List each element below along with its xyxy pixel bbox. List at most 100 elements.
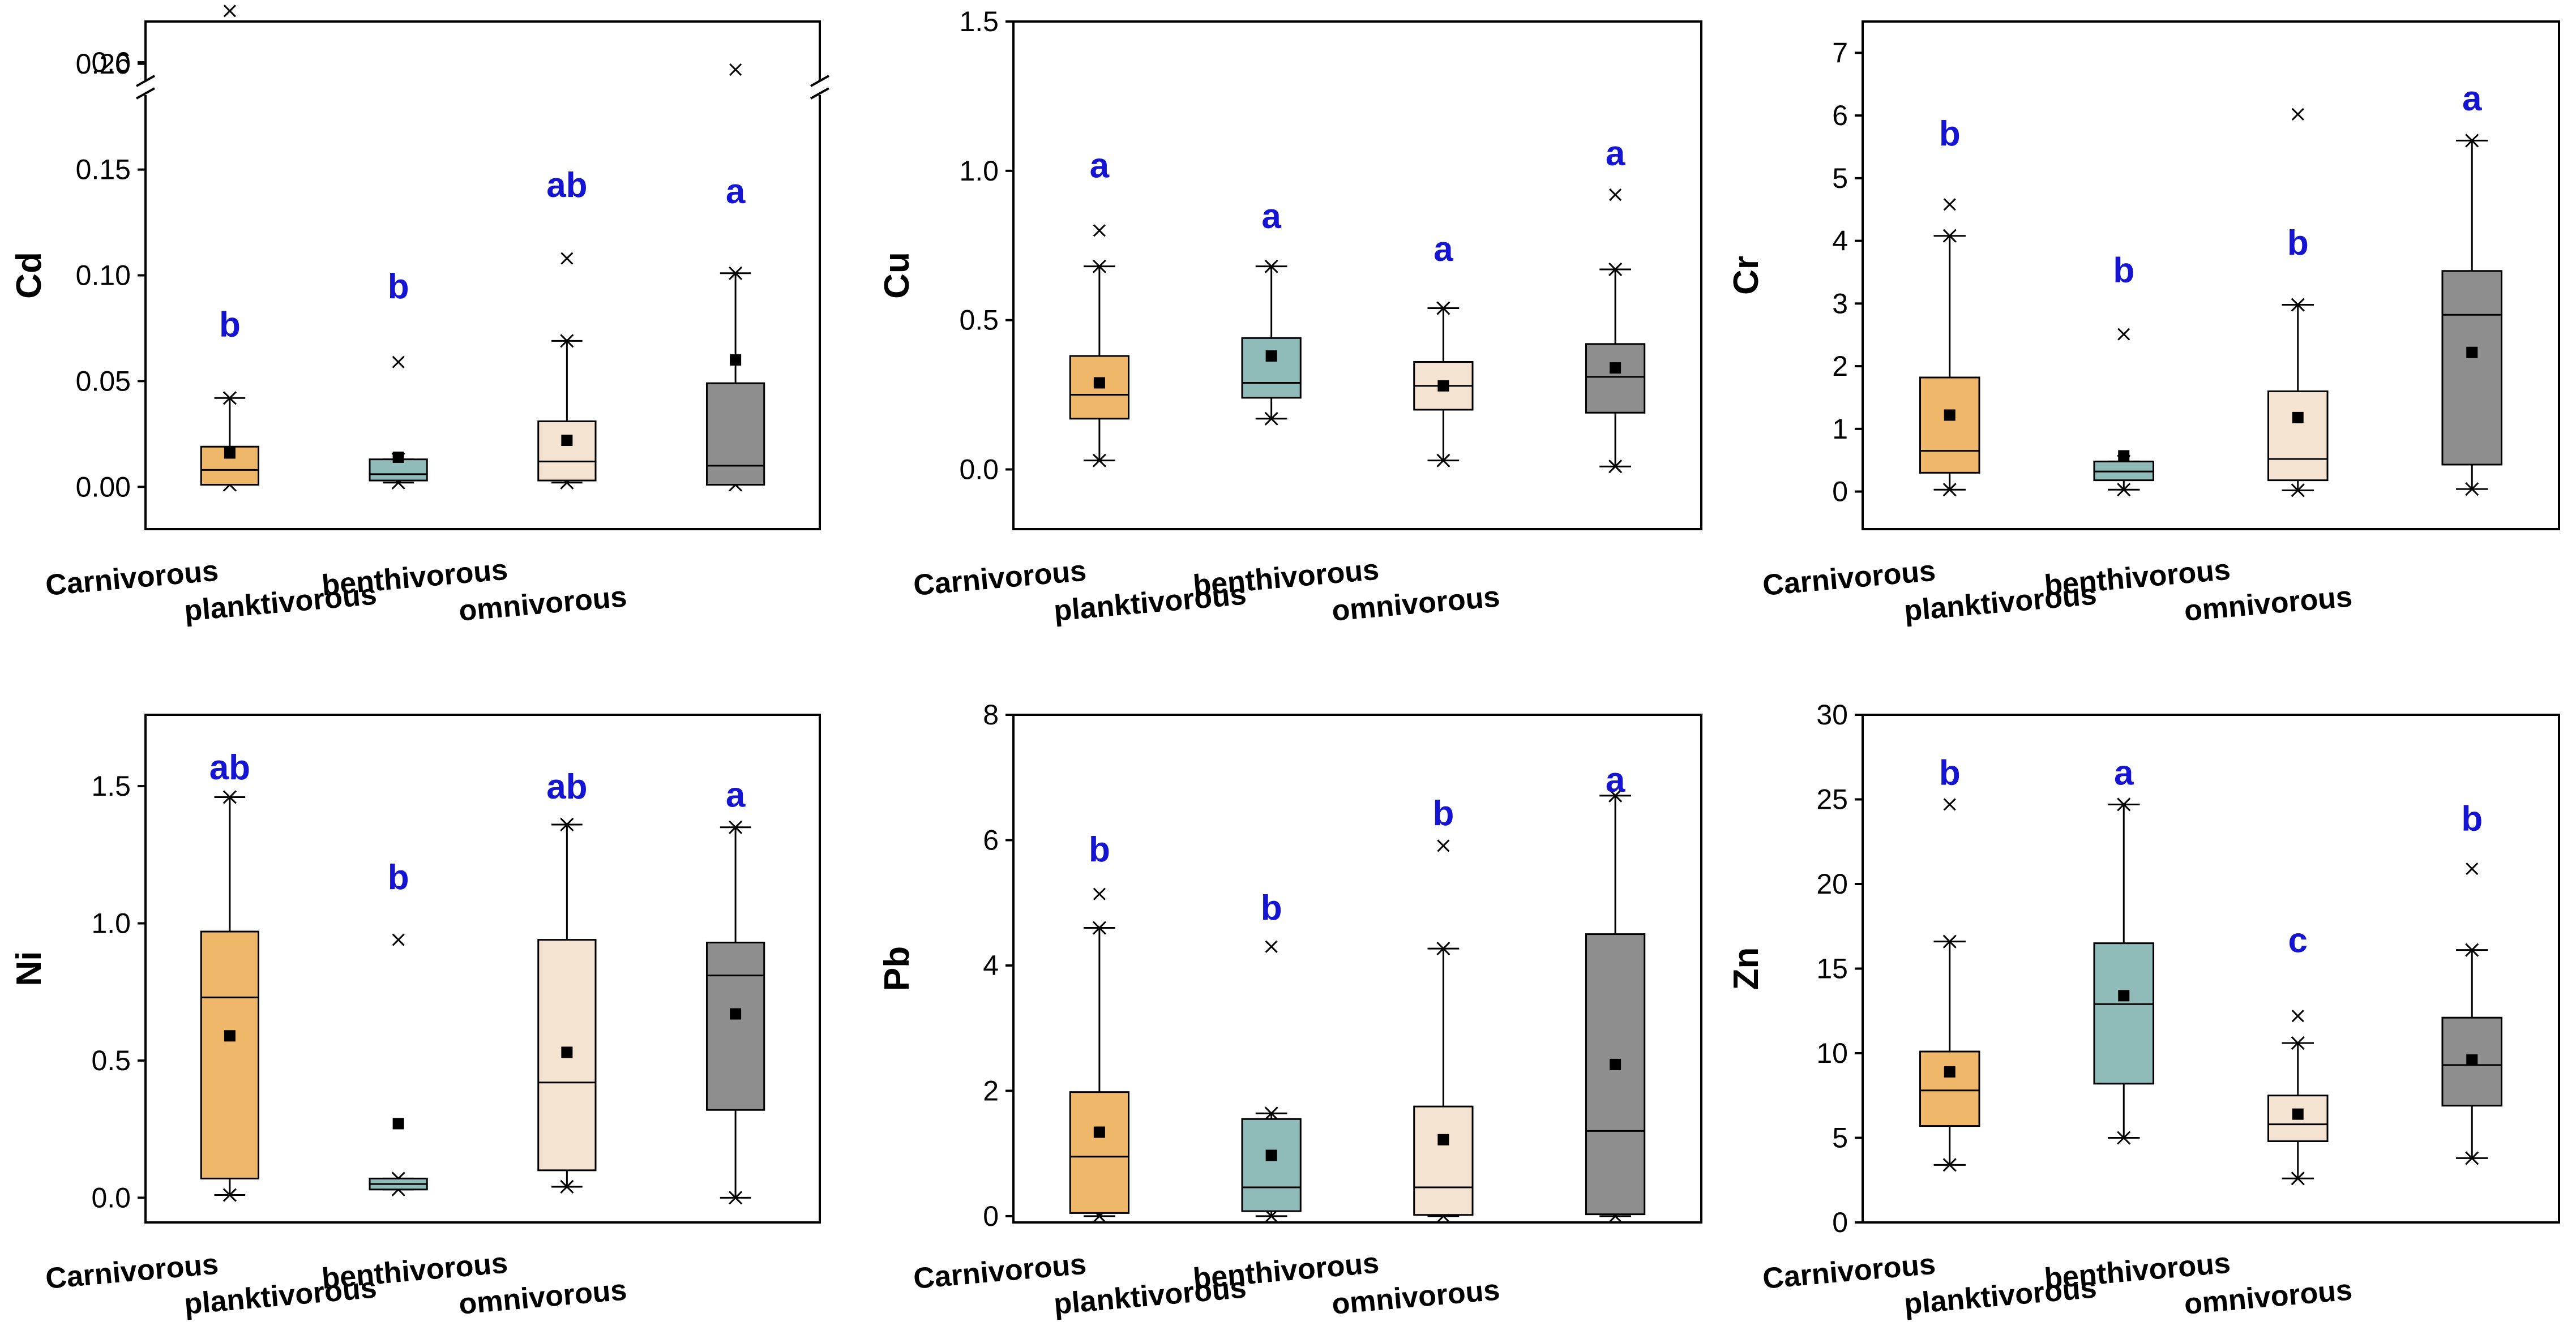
panel-cr: 01234567CrbbbaCarnivorousplanktivorousbe… (1727, 20, 2560, 628)
box-carnivorous: b (200, 5, 259, 492)
extreme-marker (2291, 298, 2305, 312)
mean-marker (730, 354, 742, 366)
iqr-box (2093, 942, 2155, 1085)
box-planktivorous: b (2093, 251, 2155, 497)
box-omnivorous: a (2441, 79, 2503, 496)
y-axis-label: Zn (1727, 947, 1766, 990)
mean-marker (561, 435, 573, 447)
extreme-marker (1608, 788, 1623, 803)
mean-marker (1944, 1066, 1955, 1078)
y-axis-label: Pb (878, 946, 917, 991)
y-tick-label: 0.10 (76, 260, 131, 291)
y-tick-label: 6 (1832, 100, 1848, 131)
y-tick-label: 0.15 (76, 154, 131, 186)
mean-marker (1093, 1126, 1105, 1138)
iqr-box (1585, 343, 1646, 414)
box-omnivorous: a (706, 776, 765, 1205)
extreme-marker (1942, 229, 1957, 243)
mean-marker (1265, 1149, 1277, 1161)
outlier-marker (392, 355, 405, 368)
box-benthivorous: b (2267, 108, 2329, 497)
iqr-box (1919, 1050, 1980, 1127)
box-planktivorous: b (1241, 889, 1302, 1223)
mean-marker (1265, 350, 1277, 362)
extreme-marker (2291, 1171, 2305, 1186)
mean-marker (2292, 1108, 2304, 1120)
iqr-box (1585, 933, 1646, 1216)
significance-letter: b (2287, 224, 2309, 263)
outlier-marker (1943, 798, 1956, 811)
y-tick-label: 0.0 (959, 453, 999, 485)
y-tick-label: 0.20 (76, 48, 131, 80)
iqr-box (1919, 376, 1980, 474)
extreme-marker (2117, 1131, 2131, 1145)
significance-letter: b (1089, 830, 1110, 869)
axis-break-mark (136, 87, 155, 100)
mean-marker (2118, 450, 2130, 462)
extreme-marker (2465, 482, 2479, 496)
mean-marker (1437, 380, 1449, 392)
mean-marker (2292, 411, 2304, 423)
mean-marker (392, 451, 404, 463)
outlier-marker (2117, 328, 2130, 341)
y-tick-label: 0.0 (91, 1182, 131, 1213)
iqr-box (1241, 1118, 1302, 1212)
y-tick-label: 1 (1832, 413, 1848, 445)
iqr-box (706, 941, 765, 1111)
y-tick-label: 1.5 (91, 770, 131, 802)
y-tick-label: 1.0 (959, 155, 999, 187)
significance-letter: b (1261, 889, 1282, 928)
extreme-marker (1264, 1209, 1278, 1223)
y-axis-label: Ni (10, 951, 49, 986)
significance-letter: b (1939, 114, 1961, 153)
y-axis-label: Cu (878, 252, 917, 299)
outlier-marker (2291, 1010, 2304, 1023)
outlier-marker (560, 252, 574, 265)
extreme-marker (1436, 942, 1450, 956)
plot-frame (1862, 714, 2560, 1224)
y-tick-label: 0.6 (91, 46, 131, 78)
extreme-marker (222, 1188, 237, 1202)
significance-letter: a (726, 776, 746, 815)
significance-letter: a (1606, 761, 1625, 800)
significance-letter: ab (546, 166, 587, 205)
y-tick-label: 3 (1832, 287, 1848, 319)
mean-marker (392, 1118, 404, 1130)
iqr-box (706, 382, 765, 486)
y-tick-label: 8 (983, 699, 999, 731)
mean-marker (1437, 1134, 1449, 1145)
y-axis-label: Cr (1727, 256, 1766, 295)
y-tick-label: 25 (1816, 784, 1848, 816)
box-benthivorous: c (2267, 921, 2329, 1186)
extreme-marker (560, 334, 574, 348)
significance-letter: a (1261, 197, 1281, 236)
iqr-box (1241, 337, 1302, 399)
y-tick-label: 2 (1832, 350, 1848, 382)
extreme-marker (1092, 453, 1106, 467)
extreme-marker (222, 790, 237, 804)
box-benthivorous: b (1413, 794, 1474, 1223)
box-benthivorous: a (1413, 230, 1474, 467)
box-benthivorous: ab (537, 767, 597, 1194)
iqr-box (200, 930, 259, 1179)
box-carnivorous: ab (200, 748, 259, 1202)
outlier-marker (2466, 862, 2479, 876)
extreme-marker (1264, 411, 1278, 426)
significance-letter: b (2113, 251, 2134, 290)
significance-letter: a (1090, 146, 1110, 185)
box-planktivorous: a (2093, 754, 2155, 1145)
significance-letter: a (2462, 79, 2482, 118)
extreme-marker (1608, 262, 1623, 277)
y-tick-label: 1.0 (91, 907, 131, 939)
iqr-box (2267, 1095, 2329, 1142)
outlier-marker (729, 63, 742, 76)
significance-letter: ab (209, 748, 250, 787)
iqr-box (537, 420, 597, 482)
extreme-marker (2117, 483, 2131, 497)
outlier-marker (2291, 108, 2304, 121)
extreme-marker (1942, 934, 1957, 949)
significance-letter: a (2114, 754, 2134, 793)
